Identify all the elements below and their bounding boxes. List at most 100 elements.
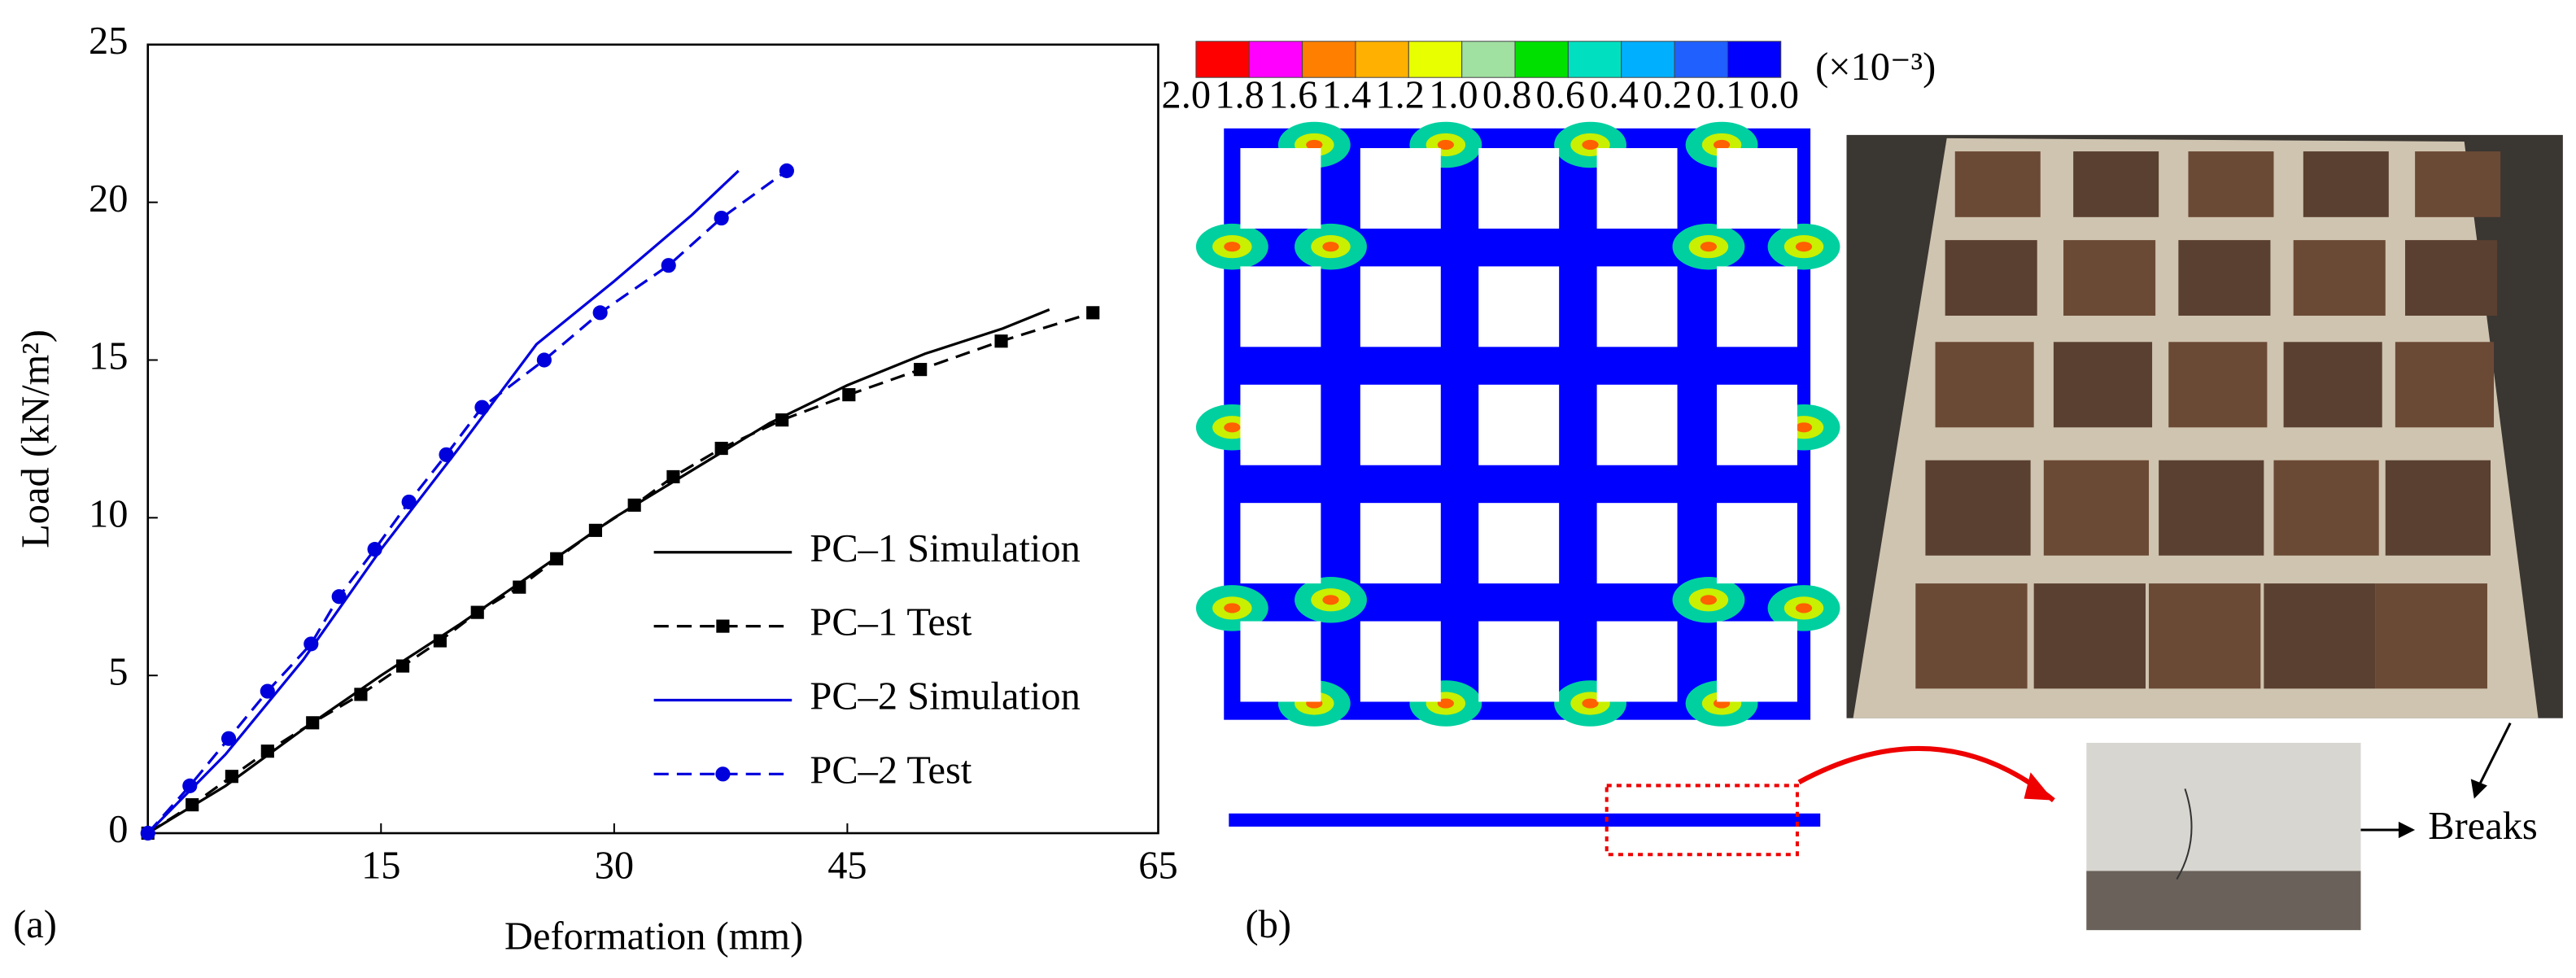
marker xyxy=(182,778,198,793)
hole xyxy=(1596,384,1678,465)
legend-marker xyxy=(716,619,730,633)
marker xyxy=(401,494,417,510)
hole xyxy=(1596,148,1678,229)
marker xyxy=(775,413,789,427)
y-tick-label: 15 xyxy=(89,335,128,378)
hole xyxy=(1240,384,1321,465)
plate-holes xyxy=(1240,148,1797,702)
hole xyxy=(1240,503,1321,584)
hole xyxy=(1716,266,1797,347)
arrow xyxy=(1797,746,2055,802)
hotspot xyxy=(1322,242,1339,252)
marker xyxy=(627,498,641,512)
marker xyxy=(513,580,526,594)
hotspot xyxy=(1795,242,1813,252)
hole xyxy=(1360,384,1441,465)
marker xyxy=(474,399,490,415)
tile xyxy=(2178,240,2271,316)
marker xyxy=(306,716,320,730)
colorbar-label: 0.2 xyxy=(1643,74,1692,117)
marker xyxy=(395,659,410,673)
marker xyxy=(140,825,155,841)
marker xyxy=(439,447,454,462)
marker xyxy=(1086,306,1100,320)
colorbar-label: 0.8 xyxy=(1482,74,1532,117)
hole xyxy=(1716,148,1797,229)
tile xyxy=(2293,240,2386,316)
marker xyxy=(588,523,602,537)
marker xyxy=(914,363,928,377)
tile xyxy=(2033,583,2146,689)
tile xyxy=(2405,240,2498,316)
photo-tiles xyxy=(1915,151,2501,689)
marker xyxy=(260,683,275,699)
hotspot xyxy=(1306,139,1323,151)
colorbar-cell xyxy=(1727,41,1782,78)
panel-label: (a) xyxy=(13,903,57,946)
colorbar-label: 0.6 xyxy=(1536,74,1586,117)
tile xyxy=(2283,342,2382,428)
plot-frame xyxy=(146,43,1159,835)
colorbar-cell xyxy=(1195,41,1250,78)
tile xyxy=(2159,460,2264,556)
colorbar-label: 2.0 xyxy=(1162,74,1212,117)
tile xyxy=(2375,583,2487,689)
marker xyxy=(220,731,237,746)
marker xyxy=(714,441,728,456)
marker xyxy=(354,688,368,701)
colorbar-cell xyxy=(1408,41,1463,78)
hole xyxy=(1478,621,1560,702)
legend-label: PC–1 Simulation xyxy=(810,527,1080,570)
tile xyxy=(1954,151,2041,217)
tile xyxy=(1945,240,2037,316)
hotspot xyxy=(1713,139,1731,151)
hotspot xyxy=(1224,603,1241,613)
marker xyxy=(303,636,319,652)
hotspot xyxy=(1582,698,1599,709)
y-tick-label: 5 xyxy=(108,650,128,693)
hole xyxy=(1360,621,1441,702)
x-axis-label: Deformation (mm) xyxy=(504,915,803,958)
series-line xyxy=(146,311,1094,835)
hole xyxy=(1240,266,1321,347)
tile xyxy=(1915,583,2028,689)
hole xyxy=(1240,148,1321,229)
legend-label: PC–2 Simulation xyxy=(810,675,1080,718)
marker xyxy=(714,210,729,226)
marker xyxy=(592,305,608,321)
hotspot xyxy=(1322,595,1339,605)
colorbar-label: 0.1 xyxy=(1696,74,1746,117)
colorbar-label: 1.2 xyxy=(1375,74,1425,117)
marker xyxy=(666,469,680,484)
colorbar-cell xyxy=(1248,41,1303,78)
marker xyxy=(842,388,856,402)
marker xyxy=(661,258,676,273)
y-tick-label: 20 xyxy=(89,177,128,220)
marker xyxy=(433,634,447,648)
x-tick-label: 15 xyxy=(361,845,400,888)
colorbar-label: 1.8 xyxy=(1215,74,1264,117)
tile xyxy=(1935,342,2034,428)
y-tick-label: 0 xyxy=(108,808,128,851)
hotspot xyxy=(1700,595,1717,605)
hole xyxy=(1478,384,1560,465)
colorbar-cell xyxy=(1461,41,1516,78)
hotspot xyxy=(1437,139,1454,151)
hole xyxy=(1360,503,1441,584)
hole xyxy=(1478,503,1560,584)
colorbar-cell xyxy=(1567,41,1622,78)
hotspot xyxy=(1224,422,1241,433)
y-tick-label: 25 xyxy=(89,20,128,63)
tile xyxy=(2073,151,2159,217)
hole xyxy=(1478,148,1560,229)
x-tick-label: 30 xyxy=(595,845,634,888)
hotspot xyxy=(1795,603,1813,613)
x-tick-label: 65 xyxy=(1138,845,1177,888)
tile xyxy=(2149,583,2261,689)
hole xyxy=(1360,148,1441,229)
legend-marker xyxy=(715,766,731,782)
hole xyxy=(1716,384,1797,465)
tile xyxy=(2264,583,2376,689)
marker xyxy=(186,798,199,812)
hole xyxy=(1716,621,1797,702)
